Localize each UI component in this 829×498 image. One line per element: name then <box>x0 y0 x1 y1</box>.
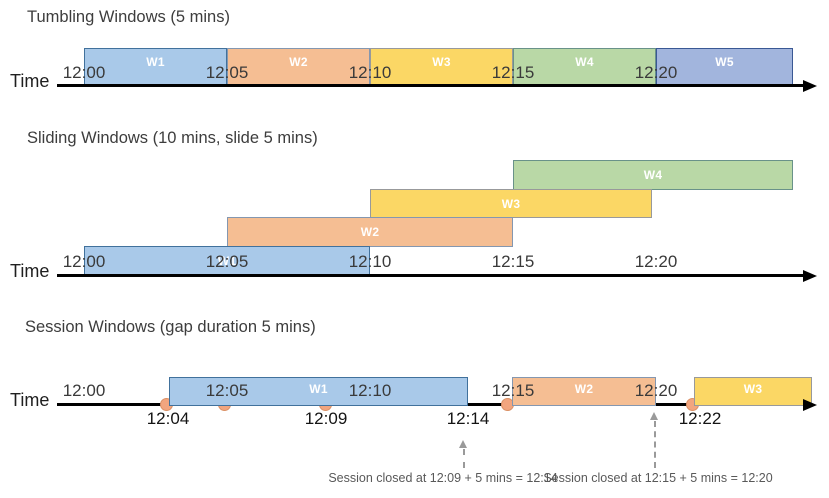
section-title: Tumbling Windows (5 mins) <box>27 8 230 26</box>
window-w2: W2 <box>512 377 656 406</box>
tick-label: 12:15 <box>491 63 535 82</box>
window-w5: W5 <box>656 48 793 85</box>
tick-label: 12:20 <box>634 63 678 82</box>
section-title: Session Windows (gap duration 5 mins) <box>25 318 316 336</box>
time-axis-label: Time <box>10 261 50 281</box>
tick-label: 12:15 <box>491 381 535 400</box>
window-label: W3 <box>501 196 521 211</box>
event-time-label: 12:22 <box>678 409 722 428</box>
window-w3: W3 <box>370 189 652 218</box>
window-w2: W2 <box>227 48 370 85</box>
window-label: W2 <box>360 225 380 239</box>
time-axis-line <box>57 274 805 277</box>
window-label: W3 <box>432 55 451 69</box>
event-time-label: 12:09 <box>304 409 348 428</box>
window-label: W2 <box>574 381 594 396</box>
tick-label: 12:00 <box>62 381 106 400</box>
session-close-arrow-line <box>654 421 656 468</box>
window-label: W3 <box>743 381 763 396</box>
tick-label: 12:05 <box>205 63 249 82</box>
tick-label: 12:10 <box>348 63 392 82</box>
session-close-arrow-line <box>463 449 465 468</box>
time-axis-label: Time <box>10 71 50 91</box>
tick-label: 12:05 <box>205 252 249 271</box>
window-label: W1 <box>217 254 237 268</box>
session-close-arrow-icon <box>650 412 658 420</box>
tick-label: 12:10 <box>348 252 392 271</box>
window-w4: W4 <box>513 160 793 190</box>
window-w4: W4 <box>513 48 656 85</box>
window-label: W1 <box>146 55 165 69</box>
session-close-annotation: Session closed at 12:15 + 5 mins = 12:20 <box>543 471 773 485</box>
window-label: W1 <box>309 381 328 396</box>
window-label: W4 <box>643 168 663 182</box>
tick-label: 12:20 <box>634 252 678 271</box>
tick-label: 12:20 <box>634 381 678 400</box>
axis-arrowhead-icon <box>803 399 817 411</box>
tick-label: 12:05 <box>205 381 249 400</box>
session-close-annotation: Session closed at 12:09 + 5 mins = 12:14 <box>328 471 558 485</box>
event-time-label: 12:04 <box>146 409 190 428</box>
time-axis-line <box>57 84 805 87</box>
tick-label: 12:00 <box>62 63 106 82</box>
tick-label: 12:10 <box>348 381 392 400</box>
axis-arrowhead-icon <box>803 270 817 282</box>
window-w2: W2 <box>227 217 513 247</box>
time-axis-label: Time <box>10 390 50 410</box>
window-label: W2 <box>289 55 308 69</box>
window-w1: W1 <box>84 246 370 276</box>
window-label: W5 <box>715 55 734 69</box>
window-label: W4 <box>575 55 594 69</box>
tick-label: 12:00 <box>62 252 106 271</box>
window-w1: W1 <box>169 377 468 406</box>
tick-label: 12:15 <box>491 252 535 271</box>
session-close-arrow-icon <box>459 440 467 448</box>
axis-arrowhead-icon <box>803 80 817 92</box>
window-w3: W3 <box>694 377 812 406</box>
event-time-label: 12:14 <box>446 409 490 428</box>
section-title: Sliding Windows (10 mins, slide 5 mins) <box>27 129 318 147</box>
